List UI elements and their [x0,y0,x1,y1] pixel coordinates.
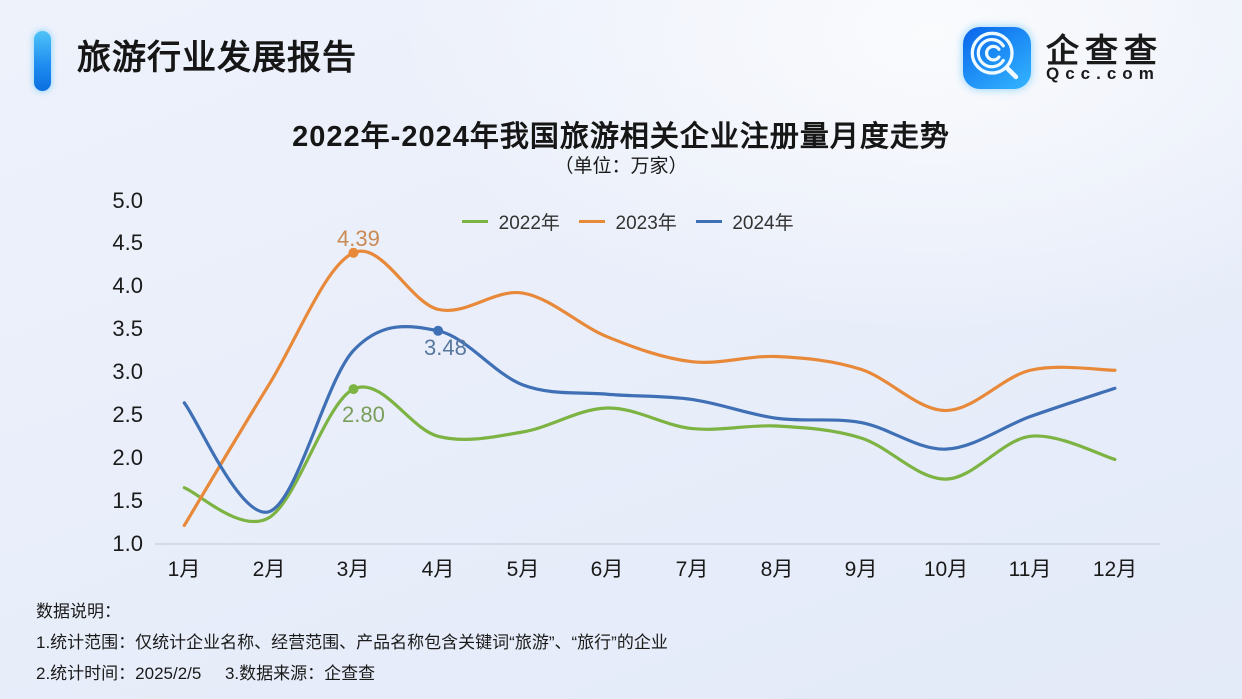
svg-text:3月: 3月 [337,558,370,581]
svg-text:4月: 4月 [422,558,455,581]
svg-text:2.0: 2.0 [112,445,143,470]
svg-text:7月: 7月 [676,558,709,581]
svg-text:2月: 2月 [253,558,286,581]
svg-text:1月: 1月 [168,558,201,581]
svg-text:4.5: 4.5 [112,230,143,255]
svg-text:1.0: 1.0 [112,531,143,556]
svg-text:3.48: 3.48 [424,335,467,360]
svg-text:8月: 8月 [761,558,794,581]
svg-text:3.0: 3.0 [112,359,143,384]
svg-text:4.0: 4.0 [112,273,143,298]
svg-text:4.39: 4.39 [337,226,380,251]
svg-text:5月: 5月 [507,558,540,581]
svg-text:2.5: 2.5 [112,402,143,427]
svg-text:5.0: 5.0 [112,188,143,213]
svg-text:10月: 10月 [924,558,968,581]
svg-text:9月: 9月 [845,558,878,581]
svg-text:2.80: 2.80 [342,402,385,427]
svg-text:11月: 11月 [1009,558,1052,581]
svg-text:3.5: 3.5 [112,316,143,341]
svg-text:12月: 12月 [1093,558,1137,581]
svg-text:6月: 6月 [591,558,624,581]
svg-text:1.5: 1.5 [112,488,143,513]
